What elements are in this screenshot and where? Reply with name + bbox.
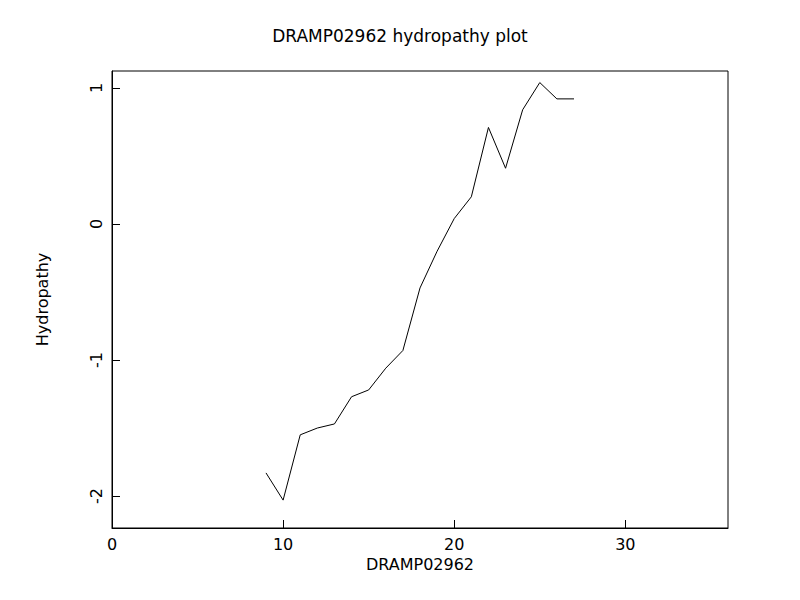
svg-text:10: 10 [273,535,293,554]
svg-text:20: 20 [444,535,464,554]
svg-text:-1: -1 [87,352,106,368]
svg-text:30: 30 [615,535,635,554]
svg-text:0: 0 [87,219,106,229]
svg-text:0: 0 [107,535,117,554]
svg-text:Hydropathy: Hydropathy [33,253,52,347]
svg-text:DRAMP02962 hydropathy plot: DRAMP02962 hydropathy plot [272,26,528,46]
svg-text:-2: -2 [87,488,106,504]
svg-text:DRAMP02962: DRAMP02962 [366,555,474,574]
svg-text:1: 1 [87,83,106,93]
